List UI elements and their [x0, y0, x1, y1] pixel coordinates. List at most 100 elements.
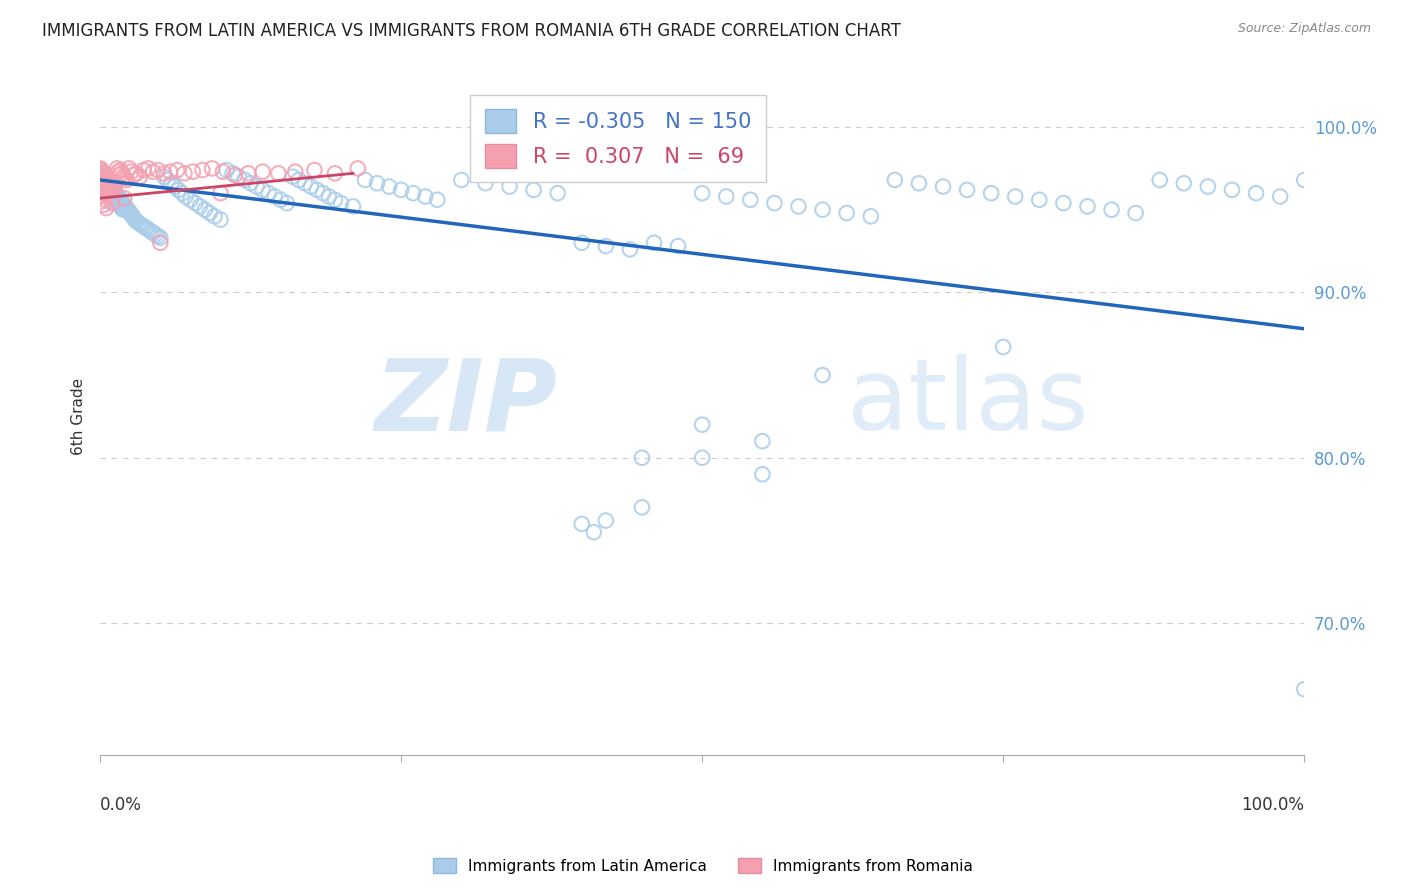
Point [90, 194, 112, 209]
Point [105, 194, 128, 209]
Point [94, 201, 117, 215]
Point [201, 161, 224, 176]
Point [120, 206, 142, 220]
Point [323, 193, 346, 207]
Point [125, 214, 148, 228]
Point [980, 186, 1002, 201]
Point [111, 194, 134, 209]
Point [312, 186, 335, 201]
Point [751, 434, 773, 449]
Point [204, 210, 226, 224]
Point [1125, 206, 1147, 220]
Point [103, 185, 125, 199]
Point [474, 176, 496, 190]
Point [288, 173, 311, 187]
Point [811, 202, 834, 217]
Point [91, 189, 114, 203]
Point [1101, 202, 1123, 217]
Point [90, 173, 112, 187]
Point [98, 185, 121, 199]
Point [90, 178, 112, 192]
Point [304, 163, 326, 178]
Point [159, 164, 181, 178]
Text: 0.0%: 0.0% [100, 796, 142, 814]
Point [153, 169, 176, 184]
Point [188, 199, 211, 213]
Point [89, 161, 111, 176]
Point [90, 168, 112, 182]
Point [107, 164, 129, 178]
Point [523, 183, 546, 197]
Point [104, 176, 127, 190]
Point [118, 161, 141, 176]
Point [378, 179, 401, 194]
Point [100, 179, 122, 194]
Point [96, 187, 118, 202]
Point [932, 179, 955, 194]
Point [716, 189, 738, 203]
Point [276, 196, 298, 211]
Legend: Immigrants from Latin America, Immigrants from Romania: Immigrants from Latin America, Immigrant… [427, 852, 979, 880]
Point [252, 164, 274, 178]
Point [96, 175, 118, 189]
Point [91, 178, 114, 192]
Point [643, 235, 665, 250]
Point [194, 202, 217, 217]
Point [763, 196, 786, 211]
Point [110, 199, 132, 213]
Point [156, 173, 179, 187]
Point [94, 173, 117, 187]
Point [426, 193, 449, 207]
Point [98, 178, 121, 192]
Point [111, 166, 134, 180]
Point [346, 161, 368, 176]
Point [128, 216, 150, 230]
Point [110, 163, 132, 178]
Point [97, 176, 120, 190]
Point [166, 163, 188, 178]
Point [89, 186, 111, 201]
Point [97, 189, 120, 203]
Point [91, 179, 114, 194]
Point [1294, 173, 1316, 187]
Point [281, 169, 304, 184]
Point [114, 199, 136, 213]
Point [136, 161, 159, 176]
Point [145, 227, 167, 242]
Point [110, 193, 132, 207]
Point [120, 208, 142, 222]
Point [94, 193, 117, 207]
Point [740, 193, 762, 207]
Point [209, 212, 232, 227]
Point [149, 231, 172, 245]
Point [354, 173, 377, 187]
Text: 100.0%: 100.0% [1241, 796, 1305, 814]
Point [96, 179, 118, 194]
Point [94, 179, 117, 194]
Point [121, 210, 143, 224]
Point [136, 222, 159, 236]
Point [129, 218, 152, 232]
Point [787, 199, 810, 213]
Point [103, 181, 125, 195]
Point [228, 169, 250, 184]
Point [690, 450, 713, 465]
Point [212, 164, 235, 178]
Point [97, 183, 120, 197]
Point [595, 239, 617, 253]
Point [582, 525, 605, 540]
Point [101, 194, 124, 209]
Point [174, 189, 197, 203]
Point [146, 163, 169, 178]
Point [221, 166, 243, 180]
Point [342, 199, 364, 213]
Point [93, 166, 115, 180]
Point [956, 183, 979, 197]
Point [90, 171, 112, 186]
Point [246, 179, 269, 194]
Point [1268, 189, 1291, 203]
Point [173, 166, 195, 180]
Point [122, 168, 145, 182]
Point [111, 202, 134, 217]
Point [111, 196, 134, 211]
